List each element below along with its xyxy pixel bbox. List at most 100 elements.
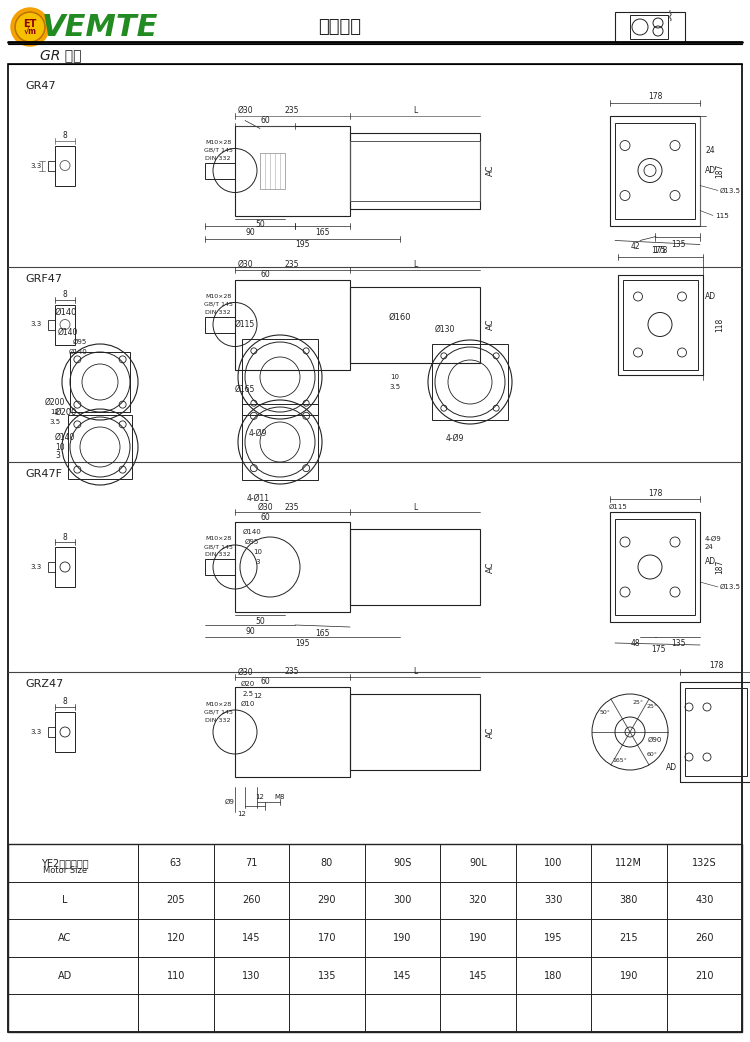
- Bar: [205, 163, 235, 178]
- Bar: [618, 274, 703, 374]
- Text: 4-Ø9: 4-Ø9: [705, 536, 722, 542]
- Text: 135: 135: [670, 240, 686, 249]
- Text: 165: 165: [315, 628, 329, 638]
- Text: M10×28: M10×28: [205, 701, 231, 706]
- Text: AD: AD: [705, 557, 716, 567]
- Text: Motor Size: Motor Size: [43, 866, 87, 875]
- Text: 205: 205: [166, 895, 185, 905]
- Text: 3: 3: [256, 559, 260, 565]
- Text: 3: 3: [55, 450, 60, 460]
- Text: 12: 12: [50, 410, 59, 415]
- Text: Ø140: Ø140: [55, 307, 77, 317]
- Text: 60°: 60°: [646, 751, 658, 756]
- Text: 132S: 132S: [692, 858, 716, 868]
- Text: Ø140: Ø140: [243, 529, 261, 535]
- Bar: [48, 727, 55, 737]
- Text: GR 系列: GR 系列: [40, 48, 82, 63]
- Bar: [685, 688, 747, 776]
- Bar: [432, 344, 508, 420]
- Text: 178: 178: [652, 246, 668, 255]
- Text: 10: 10: [254, 549, 262, 555]
- Bar: [615, 13, 685, 42]
- Text: 60: 60: [260, 116, 270, 125]
- Bar: [350, 529, 480, 605]
- Bar: [55, 146, 75, 185]
- Text: GB/T 145: GB/T 145: [203, 545, 232, 549]
- Bar: [615, 519, 695, 615]
- Bar: [55, 547, 75, 587]
- Text: 145: 145: [469, 970, 487, 981]
- Text: Ø140: Ø140: [69, 349, 87, 355]
- Text: ⌇: ⌇: [667, 10, 674, 24]
- Text: 48: 48: [630, 639, 640, 647]
- Bar: [205, 559, 235, 575]
- Text: 187: 187: [716, 164, 724, 178]
- Text: 170: 170: [317, 933, 336, 943]
- Text: M10×28: M10×28: [205, 537, 231, 542]
- Text: 24: 24: [705, 544, 714, 550]
- Text: 2.5: 2.5: [242, 691, 254, 697]
- Text: 25°: 25°: [632, 699, 644, 704]
- Text: 118: 118: [716, 318, 724, 331]
- Text: 330: 330: [544, 895, 562, 905]
- Bar: [70, 352, 130, 412]
- Text: 178: 178: [648, 92, 662, 101]
- Text: AD: AD: [705, 292, 716, 301]
- Text: √m: √m: [23, 26, 37, 35]
- Text: Ø115: Ø115: [235, 320, 255, 328]
- Text: 112M: 112M: [615, 858, 642, 868]
- Bar: [205, 317, 235, 332]
- Text: 190: 190: [393, 933, 412, 943]
- Text: 8: 8: [62, 532, 68, 542]
- Bar: [48, 160, 55, 171]
- Text: Ø95: Ø95: [73, 339, 87, 345]
- Text: 320: 320: [469, 895, 487, 905]
- Text: AD: AD: [58, 970, 72, 981]
- Text: DIN 332: DIN 332: [206, 718, 231, 722]
- Bar: [623, 279, 698, 370]
- Bar: [8, 844, 742, 1032]
- Text: 430: 430: [695, 895, 713, 905]
- Text: 10: 10: [55, 443, 64, 451]
- Text: 165: 165: [315, 228, 329, 237]
- Text: 215: 215: [620, 933, 638, 943]
- Text: Ø9: Ø9: [225, 799, 235, 805]
- Bar: [630, 15, 668, 39]
- Bar: [610, 512, 700, 622]
- Bar: [8, 844, 742, 882]
- Text: 50°: 50°: [599, 710, 610, 715]
- Bar: [235, 279, 350, 370]
- Text: 187: 187: [716, 560, 724, 574]
- Text: AC: AC: [485, 319, 494, 330]
- Circle shape: [12, 9, 48, 45]
- Text: Ø90: Ø90: [648, 737, 662, 743]
- Bar: [680, 683, 750, 782]
- Text: Ø115: Ø115: [609, 504, 627, 510]
- Text: Ø95: Ø95: [244, 539, 260, 545]
- Text: 145: 145: [393, 970, 412, 981]
- Text: 178: 178: [648, 489, 662, 497]
- Text: 290: 290: [317, 895, 336, 905]
- Bar: [242, 339, 318, 415]
- Text: 235: 235: [285, 502, 299, 512]
- Bar: [350, 287, 480, 363]
- Text: Ø10: Ø10: [241, 701, 255, 708]
- Text: 195: 195: [544, 933, 562, 943]
- Text: VEMTE: VEMTE: [42, 13, 158, 42]
- Text: GB/T 145: GB/T 145: [203, 148, 232, 153]
- Text: 8: 8: [62, 290, 68, 299]
- Text: 120: 120: [166, 933, 185, 943]
- Text: L: L: [413, 502, 417, 512]
- Text: AC: AC: [58, 933, 72, 943]
- Text: 260: 260: [695, 933, 713, 943]
- Text: 4-Ø9: 4-Ø9: [249, 428, 267, 438]
- Text: 145: 145: [242, 933, 260, 943]
- Bar: [55, 712, 75, 752]
- Text: 25°: 25°: [646, 704, 658, 710]
- Text: GB/T 145: GB/T 145: [203, 302, 232, 307]
- Text: M10×28: M10×28: [205, 294, 231, 299]
- Text: 71: 71: [245, 858, 257, 868]
- Text: 3.3: 3.3: [30, 163, 42, 169]
- Text: GRF47: GRF47: [25, 274, 62, 284]
- Text: 175: 175: [651, 645, 665, 653]
